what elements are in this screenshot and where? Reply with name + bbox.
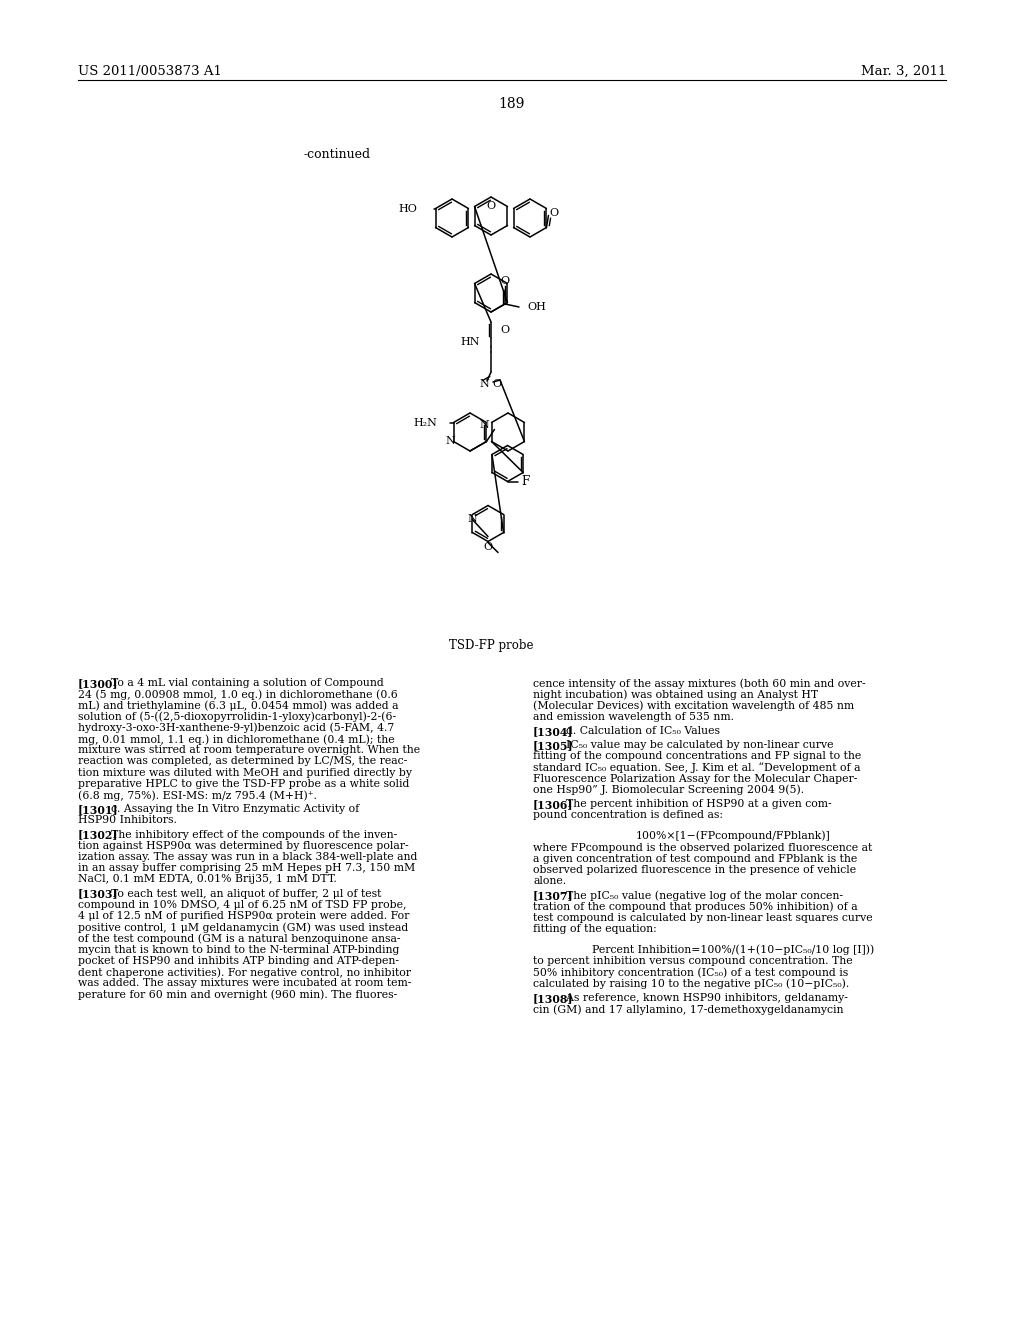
- Text: HSP90 Inhibitors.: HSP90 Inhibitors.: [78, 816, 177, 825]
- Text: tration of the compound that produces 50% inhibition) of a: tration of the compound that produces 50…: [534, 902, 858, 912]
- Text: mg, 0.01 mmol, 1.1 eq.) in dichloromethane (0.4 mL); the: mg, 0.01 mmol, 1.1 eq.) in dichlorometha…: [78, 734, 394, 744]
- Text: HO: HO: [398, 203, 418, 214]
- Text: tion mixture was diluted with MeOH and purified directly by: tion mixture was diluted with MeOH and p…: [78, 768, 412, 777]
- Text: O: O: [550, 209, 558, 219]
- Text: mycin that is known to bind to the N-terminal ATP-binding: mycin that is known to bind to the N-ter…: [78, 945, 399, 954]
- Text: where FPcompound is the observed polarized fluorescence at: where FPcompound is the observed polariz…: [534, 842, 872, 853]
- Text: fitting of the equation:: fitting of the equation:: [534, 924, 656, 935]
- Text: compound in 10% DMSO, 4 μl of 6.25 nM of TSD FP probe,: compound in 10% DMSO, 4 μl of 6.25 nM of…: [78, 900, 407, 909]
- Text: preparative HPLC to give the TSD-FP probe as a white solid: preparative HPLC to give the TSD-FP prob…: [78, 779, 410, 789]
- Text: US 2011/0053873 A1: US 2011/0053873 A1: [78, 65, 222, 78]
- Text: pound concentration is defined as:: pound concentration is defined as:: [534, 810, 723, 820]
- Text: fitting of the compound concentrations and FP signal to the: fitting of the compound concentrations a…: [534, 751, 861, 762]
- Text: The inhibitory effect of the compounds of the inven-: The inhibitory effect of the compounds o…: [104, 829, 397, 840]
- Text: perature for 60 min and overnight (960 min). The fluores-: perature for 60 min and overnight (960 m…: [78, 990, 397, 1001]
- Text: As reference, known HSP90 inhibitors, geldanamy-: As reference, known HSP90 inhibitors, ge…: [559, 993, 848, 1003]
- Text: O: O: [500, 325, 509, 335]
- Text: standard IC₅₀ equation. See, J. Kim et al. “Development of a: standard IC₅₀ equation. See, J. Kim et a…: [534, 763, 860, 774]
- Text: 50% inhibitory concentration (IC₅₀) of a test compound is: 50% inhibitory concentration (IC₅₀) of a…: [534, 968, 848, 978]
- Text: -continued: -continued: [303, 148, 370, 161]
- Text: was added. The assay mixtures were incubated at room tem-: was added. The assay mixtures were incub…: [78, 978, 412, 989]
- Text: a given concentration of test compound and FPblank is the: a given concentration of test compound a…: [534, 854, 857, 863]
- Text: one Hsp90” J. Biomolecular Screening 2004 9(5).: one Hsp90” J. Biomolecular Screening 200…: [534, 785, 804, 796]
- Text: cence intensity of the assay mixtures (both 60 min and over-: cence intensity of the assay mixtures (b…: [534, 678, 865, 689]
- Text: [1308]: [1308]: [534, 993, 573, 1005]
- Text: [1300]: [1300]: [78, 678, 119, 689]
- Text: alone.: alone.: [534, 876, 566, 886]
- Text: Mar. 3, 2011: Mar. 3, 2011: [860, 65, 946, 78]
- Text: (Molecular Devices) with excitation wavelength of 485 nm: (Molecular Devices) with excitation wave…: [534, 701, 854, 711]
- Text: calculated by raising 10 to the negative pIC₅₀ (10−pIC₅₀).: calculated by raising 10 to the negative…: [534, 979, 849, 990]
- Text: mL) and triethylamine (6.3 μL, 0.0454 mmol) was added a: mL) and triethylamine (6.3 μL, 0.0454 mm…: [78, 701, 398, 711]
- Text: [1304]: [1304]: [534, 726, 573, 737]
- Text: and emission wavelength of 535 nm.: and emission wavelength of 535 nm.: [534, 711, 734, 722]
- Text: N: N: [445, 437, 456, 446]
- Text: [1301]: [1301]: [78, 804, 119, 816]
- Text: positive control, 1 μM geldanamycin (GM) was used instead: positive control, 1 μM geldanamycin (GM)…: [78, 923, 409, 933]
- Text: N: N: [479, 379, 488, 389]
- Text: O: O: [493, 379, 502, 389]
- Text: test compound is calculated by non-linear least squares curve: test compound is calculated by non-linea…: [534, 913, 872, 923]
- Text: NaCl, 0.1 mM EDTA, 0.01% Brij35, 1 mM DTT.: NaCl, 0.1 mM EDTA, 0.01% Brij35, 1 mM DT…: [78, 874, 337, 884]
- Text: N: N: [468, 513, 477, 524]
- Text: 4 μl of 12.5 nM of purified HSP90α protein were added. For: 4 μl of 12.5 nM of purified HSP90α prote…: [78, 911, 410, 921]
- Text: OH: OH: [527, 302, 546, 312]
- Text: [1306]: [1306]: [534, 799, 573, 810]
- Text: of the test compound (GM is a natural benzoquinone ansa-: of the test compound (GM is a natural be…: [78, 933, 400, 944]
- Text: 189: 189: [499, 96, 525, 111]
- Text: The percent inhibition of HSP90 at a given com-: The percent inhibition of HSP90 at a giv…: [559, 799, 831, 809]
- Text: [1302]: [1302]: [78, 829, 119, 841]
- Text: hydroxy-3-oxo-3H-xanthene-9-yl)benzoic acid (5-FAM, 4.7: hydroxy-3-oxo-3H-xanthene-9-yl)benzoic a…: [78, 723, 394, 734]
- Text: N: N: [479, 420, 489, 429]
- Text: [1305]: [1305]: [534, 741, 573, 751]
- Text: solution of (5-((2,5-dioxopyrrolidin-1-yloxy)carbonyl)-2-(6-: solution of (5-((2,5-dioxopyrrolidin-1-y…: [78, 711, 396, 722]
- Text: HN: HN: [461, 337, 480, 347]
- Text: tion against HSP90α was determined by fluorescence polar-: tion against HSP90α was determined by fl…: [78, 841, 409, 851]
- Text: in an assay buffer comprising 25 mM Hepes pH 7.3, 150 mM: in an assay buffer comprising 25 mM Hepe…: [78, 863, 416, 874]
- Text: c. Assaying the In Vitro Enzymatic Activity of: c. Assaying the In Vitro Enzymatic Activ…: [104, 804, 359, 814]
- Text: O: O: [483, 543, 493, 553]
- Text: [1303]: [1303]: [78, 888, 119, 900]
- Text: The pIC₅₀ value (negative log of the molar concen-: The pIC₅₀ value (negative log of the mol…: [559, 891, 844, 902]
- Text: 24 (5 mg, 0.00908 mmol, 1.0 eq.) in dichloromethane (0.6: 24 (5 mg, 0.00908 mmol, 1.0 eq.) in dich…: [78, 689, 397, 700]
- Text: pocket of HSP90 and inhibits ATP binding and ATP-depen-: pocket of HSP90 and inhibits ATP binding…: [78, 956, 399, 966]
- Text: cin (GM) and 17 allylamino, 17-demethoxygeldanamycin: cin (GM) and 17 allylamino, 17-demethoxy…: [534, 1005, 844, 1015]
- Text: d. Calculation of IC₅₀ Values: d. Calculation of IC₅₀ Values: [559, 726, 720, 735]
- Text: To each test well, an aliquot of buffer, 2 μl of test: To each test well, an aliquot of buffer,…: [104, 888, 382, 899]
- Text: F: F: [521, 475, 529, 488]
- Text: TSD-FP probe: TSD-FP probe: [449, 639, 534, 652]
- Text: mixture was stirred at room temperature overnight. When the: mixture was stirred at room temperature …: [78, 746, 420, 755]
- Text: To a 4 mL vial containing a solution of Compound: To a 4 mL vial containing a solution of …: [104, 678, 384, 688]
- Text: night incubation) was obtained using an Analyst HT: night incubation) was obtained using an …: [534, 689, 818, 700]
- Text: H₂N: H₂N: [414, 417, 437, 428]
- Text: reaction was completed, as determined by LC/MS, the reac-: reaction was completed, as determined by…: [78, 756, 408, 767]
- Text: ization assay. The assay was run in a black 384-well-plate and: ization assay. The assay was run in a bl…: [78, 851, 418, 862]
- Text: to percent inhibition versus compound concentration. The: to percent inhibition versus compound co…: [534, 957, 853, 966]
- Text: observed polarized fluorescence in the presence of vehicle: observed polarized fluorescence in the p…: [534, 865, 856, 875]
- Text: Percent Inhibition=100%/(1+(10−pIC₅₀/10 log [I])): Percent Inhibition=100%/(1+(10−pIC₅₀/10 …: [592, 944, 874, 954]
- Text: O: O: [501, 276, 510, 286]
- Text: [1307]: [1307]: [534, 891, 573, 902]
- Text: Fluorescence Polarization Assay for the Molecular Chaper-: Fluorescence Polarization Assay for the …: [534, 774, 857, 784]
- Text: O: O: [486, 201, 496, 211]
- Text: (6.8 mg, 75%). ESI-MS: m/z 795.4 (M+H)⁺.: (6.8 mg, 75%). ESI-MS: m/z 795.4 (M+H)⁺.: [78, 789, 316, 800]
- Text: IC₅₀ value may be calculated by non-linear curve: IC₅₀ value may be calculated by non-line…: [559, 741, 834, 750]
- Text: 100%×[1−(FPcompound/FPblank)]: 100%×[1−(FPcompound/FPblank)]: [636, 830, 830, 841]
- Text: dent chaperone activities). For negative control, no inhibitor: dent chaperone activities). For negative…: [78, 968, 411, 978]
